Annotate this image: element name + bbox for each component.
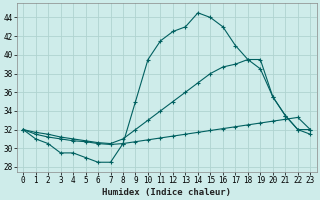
X-axis label: Humidex (Indice chaleur): Humidex (Indice chaleur) (102, 188, 231, 197)
